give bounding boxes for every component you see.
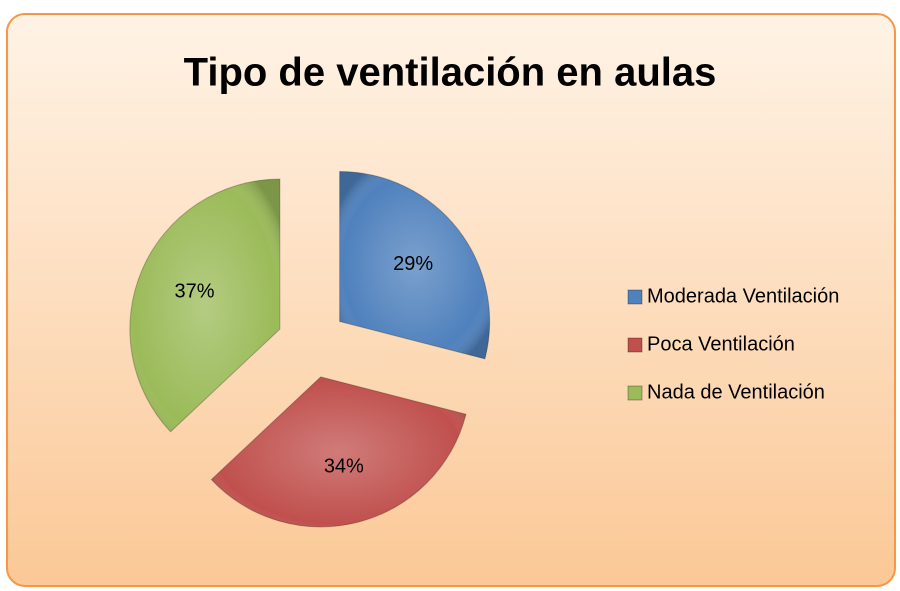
data-label: 29% xyxy=(393,253,433,275)
data-label: 34% xyxy=(324,455,364,477)
legend-swatch xyxy=(627,337,643,353)
legend-label: Nada de Ventilación xyxy=(647,381,825,403)
legend-label: Moderada Ventilación xyxy=(647,285,839,307)
data-label: 37% xyxy=(175,280,215,302)
legend-label: Poca Ventilación xyxy=(647,333,795,355)
legend-swatch xyxy=(627,289,643,305)
legend-swatch xyxy=(627,385,643,401)
chart-title: Tipo de ventilación en aulas xyxy=(184,51,717,95)
